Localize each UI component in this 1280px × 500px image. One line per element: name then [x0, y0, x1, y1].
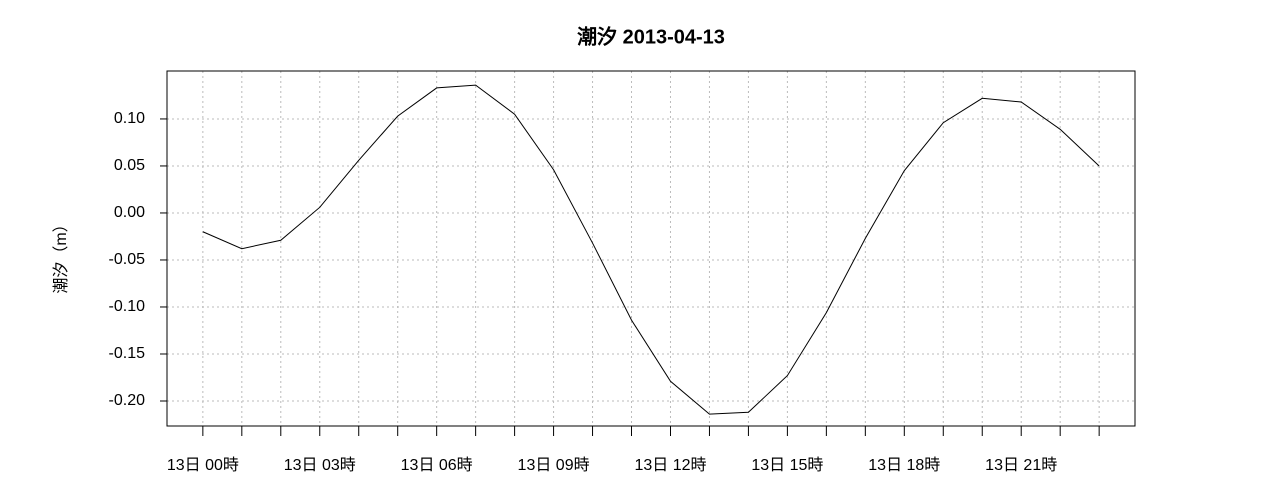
y-tick-label: 0.10	[114, 110, 145, 127]
data-line	[202, 84, 1100, 415]
y-tick-label: -0.20	[109, 392, 146, 409]
x-tick-label: 13日 03時	[284, 456, 356, 474]
x-tick-label: 13日 18時	[868, 456, 940, 474]
x-tick-label: 13日 00時	[167, 456, 239, 474]
x-tick-label: 13日 12時	[634, 456, 706, 474]
x-tick-label: 13日 21時	[985, 456, 1057, 474]
x-tick-label: 13日 09時	[518, 456, 590, 474]
y-tick-label: -0.15	[109, 345, 146, 362]
chart-title: 潮汐 2013-04-13	[577, 24, 725, 48]
y-tick-label: 0.00	[114, 204, 145, 221]
y-axis-label: 潮汐（m）	[52, 216, 70, 293]
x-tick-label: 13日 06時	[401, 456, 473, 474]
y-tick-label: -0.05	[109, 251, 146, 268]
y-tick-label: 0.05	[114, 157, 145, 174]
y-tick-label: -0.10	[109, 298, 146, 315]
plot-frame	[166, 70, 1136, 427]
x-tick-label: 13日 15時	[751, 456, 823, 474]
